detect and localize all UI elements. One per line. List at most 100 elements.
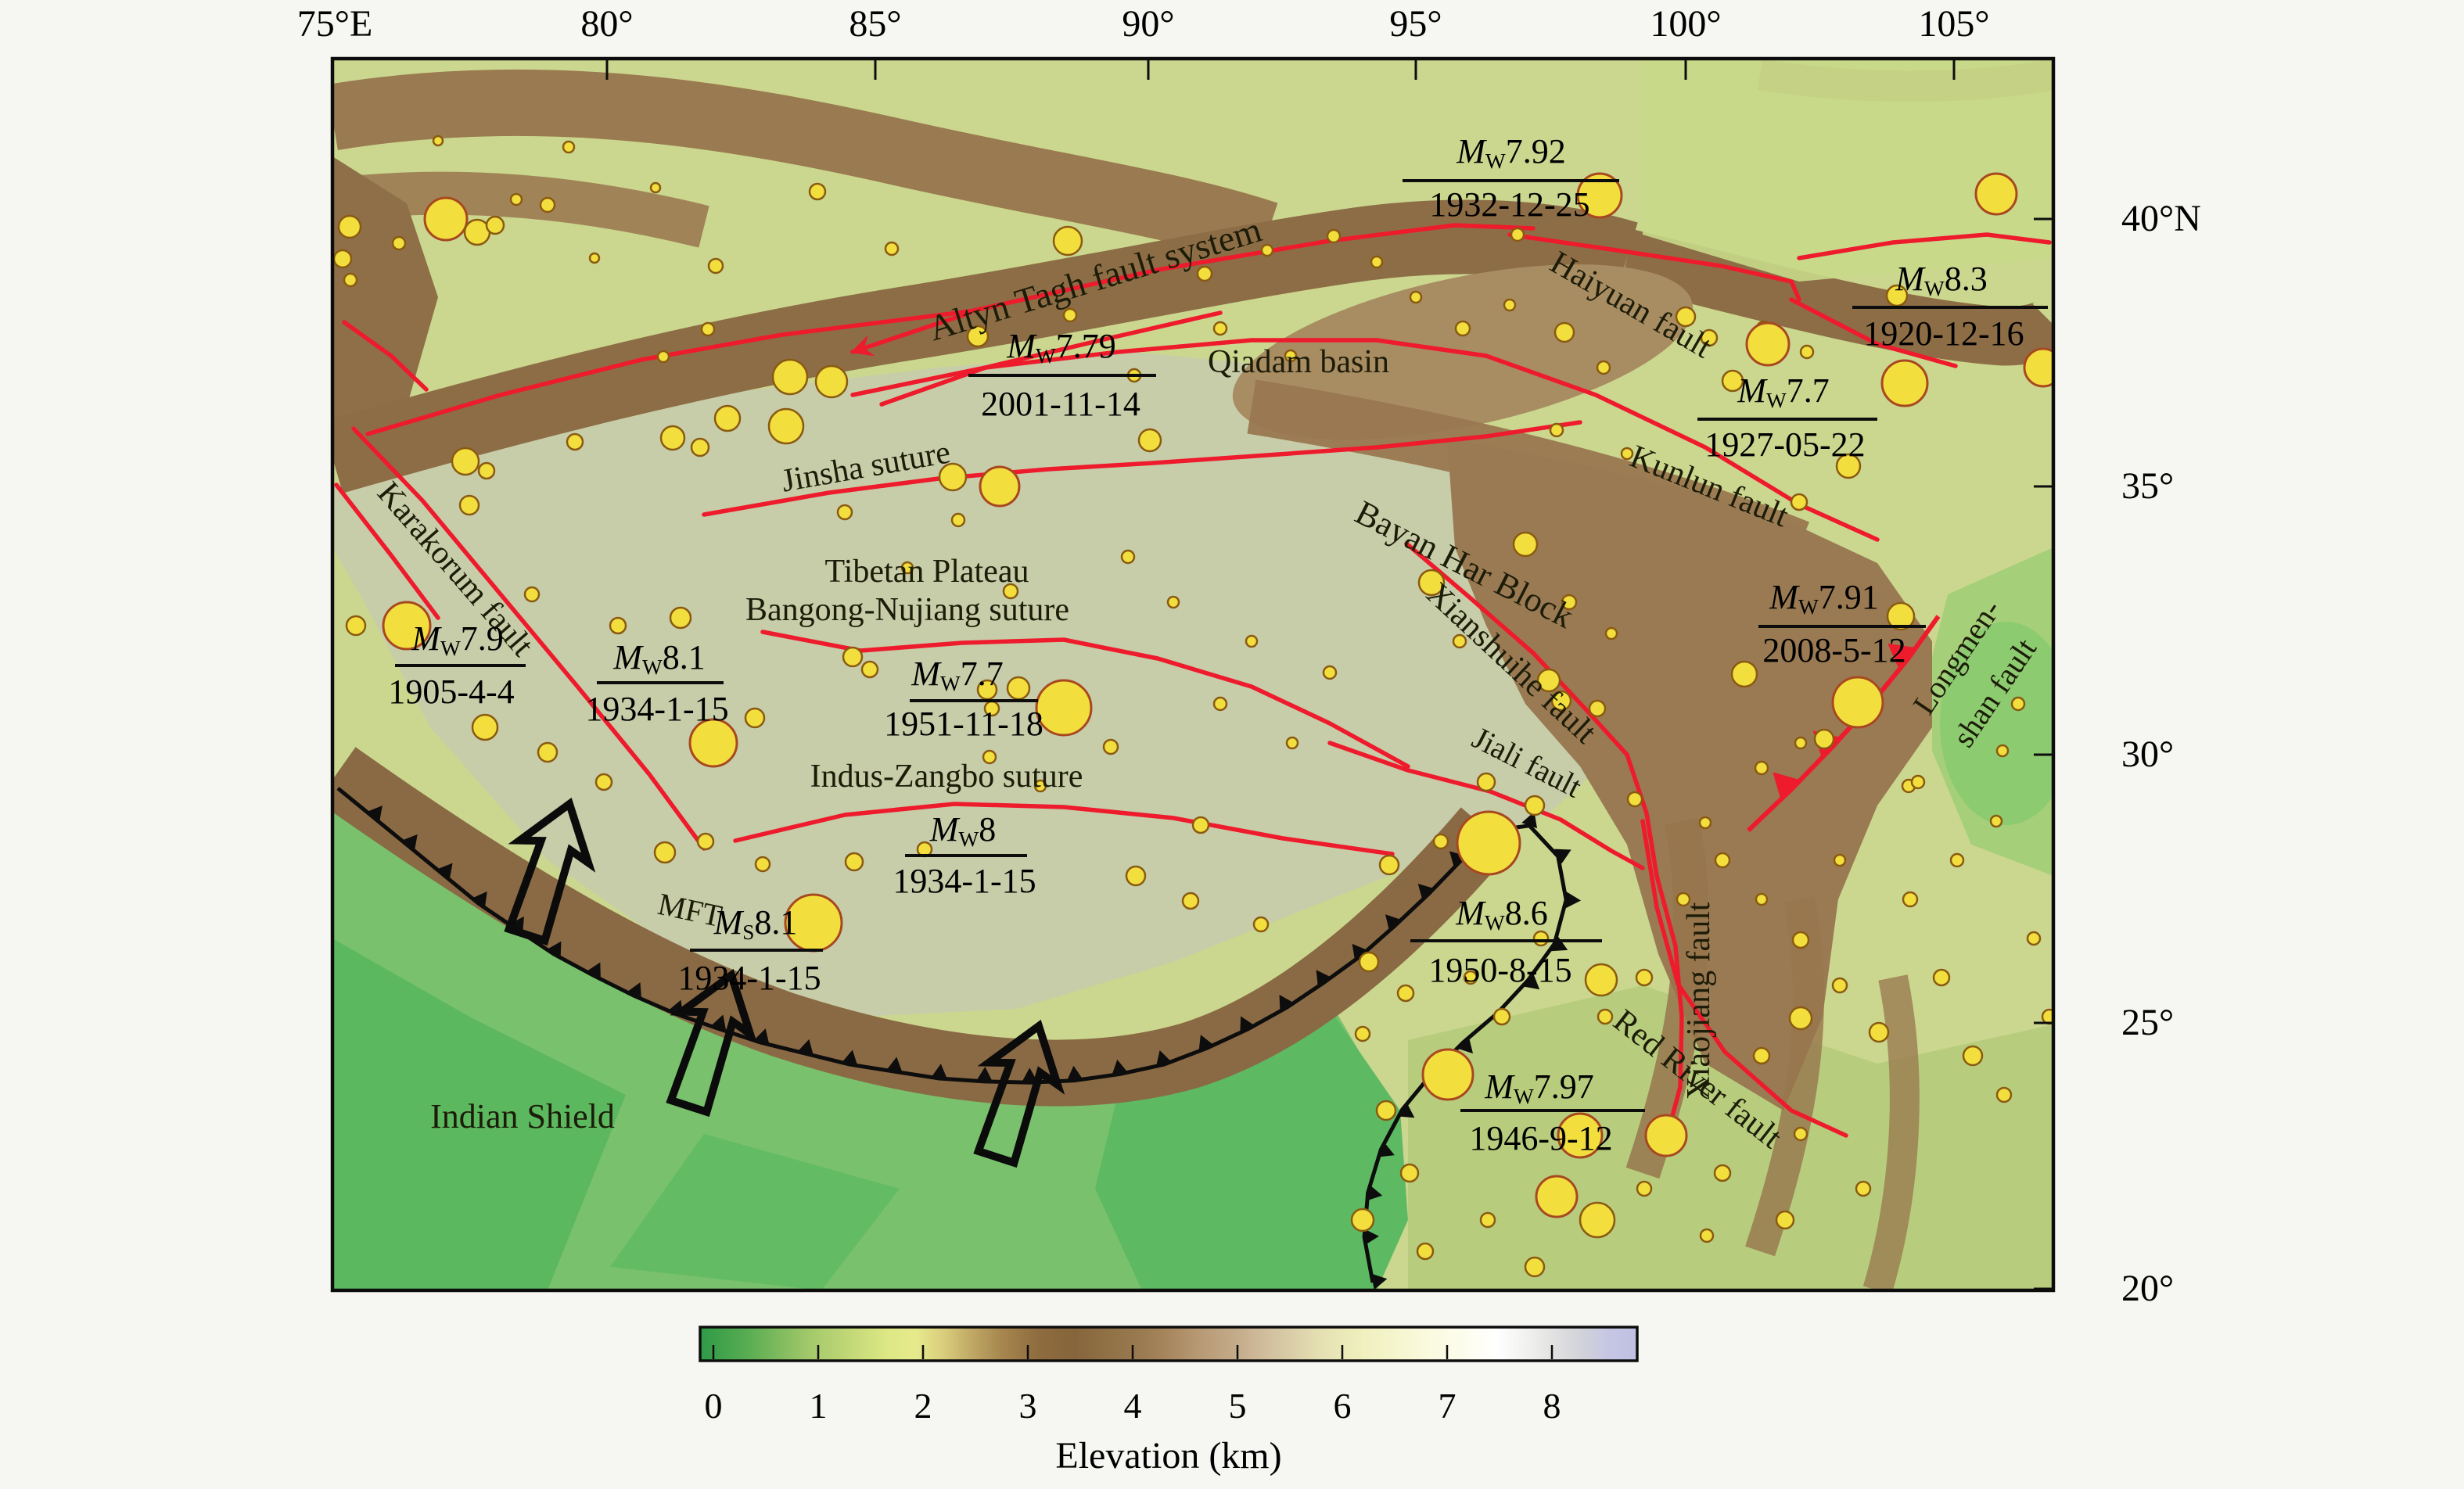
red-river-fault-line [1640,819,1848,1138]
quake-circle [1989,814,2003,828]
haiyuan-east-line [1789,297,1958,368]
quake-circle [343,272,358,288]
quake-circle [754,856,771,873]
quake-circle [1868,1021,1890,1043]
quake-circle [1052,225,1083,257]
qilian-belt [1620,229,2053,366]
quake-circle [1416,1242,1435,1261]
quake-circle [1721,369,1744,393]
quake-circle [1062,307,1078,323]
kunlun-fault-line [850,338,1880,542]
quake-circle [656,350,670,364]
quake-circle [1636,1180,1653,1197]
quake-circle [458,494,480,516]
quake-circle [1432,833,1449,850]
quake-circle [1794,736,1808,750]
quake-circle [1644,1114,1688,1157]
karakorum-fault-line [351,426,706,851]
quake-circle [382,601,432,651]
quake-circle [539,196,556,213]
quake-circle [784,893,843,953]
quake-circle [1576,172,1623,219]
quake-circle [1396,984,1415,1003]
quake-circle [1452,633,1467,649]
sichuan-basin [1940,622,2053,825]
xiaojiang-fault-line [1654,874,1684,1127]
quake-circle [1676,892,1691,907]
quake-circle [1699,1228,1715,1243]
quake-circle [916,841,933,858]
quake-circle [1754,760,1769,776]
quake-circle [562,140,576,154]
quake-circle [477,461,496,480]
quake-circle [345,615,367,637]
quake-circle [1831,676,1884,729]
quake-circle [1137,428,1162,453]
quake-circle [588,252,601,264]
quake-circle [1524,1256,1546,1278]
kunlun-altyn-belt [332,199,1638,493]
quake-circle [1002,583,1019,600]
altyn-sw-arrow [850,310,972,357]
quake-circle [1358,951,1380,973]
quake-circle [1626,791,1643,808]
quake-circle [982,749,997,765]
quake-circle [707,257,724,274]
quake-circle [844,852,864,872]
quake-circle [1745,321,1791,367]
quake-circle [1949,852,1965,868]
quake-circle [391,235,407,251]
haiyuan-fault-line [1507,232,1801,302]
quake-circle [1252,916,1270,933]
quake-circle [744,707,766,729]
quake-circle [669,606,692,630]
earthquake-circles-layer [332,135,2053,1278]
fault-lines-layer [334,223,2052,1290]
quake-circle [1620,447,1634,461]
quake-circle [1902,891,1919,908]
quake-circle [1775,1210,1795,1230]
quake-circle [1752,1046,1771,1065]
haiyuan-ne-branch-line [1797,232,2052,260]
quake-circle [451,447,480,476]
quake-circle [938,462,968,492]
quake-circle [1910,774,1926,790]
quake-circle [966,325,990,348]
quake-circle [1463,970,1478,985]
axis-ticks [605,60,2052,1290]
quake-circle [1831,977,1848,994]
quake-circle [1755,892,1769,906]
elevation-colorbar [699,1326,1639,1362]
quake-circle [1995,1086,2013,1103]
quake-circle [1191,816,1210,834]
quake-circle [523,586,541,603]
quake-circle [609,616,627,635]
quake-circle [1579,1201,1616,1239]
quake-circle [1549,422,1564,438]
quake-circle [1788,1006,1813,1031]
quake-circle [1714,852,1731,869]
terrain-artwork [332,59,2053,1290]
quake-circle [713,404,742,432]
quake-circle [1835,453,1862,479]
quake-circle [1035,679,1093,737]
quake-circle [884,241,900,257]
quake-circle [1550,690,1572,712]
quake-circle [860,660,879,679]
india-motion-arrow-1 [504,797,596,946]
quake-circle [1799,344,1815,360]
quake-circle [1932,968,1951,987]
quake-circle [1596,360,1611,375]
quake-circle [1584,963,1618,997]
quake-circle [1588,699,1607,718]
quake-circle [1512,531,1539,558]
quake-circle [423,196,469,242]
quake-circle [690,437,710,457]
quake-circle [1456,810,1521,876]
quake-circle [1886,601,1916,631]
india-motion-arrow-2 [666,968,758,1118]
quake-circle [566,432,584,451]
quake-circle [696,832,715,851]
quake-circle [1126,368,1142,383]
quake-circle [2026,931,2042,946]
